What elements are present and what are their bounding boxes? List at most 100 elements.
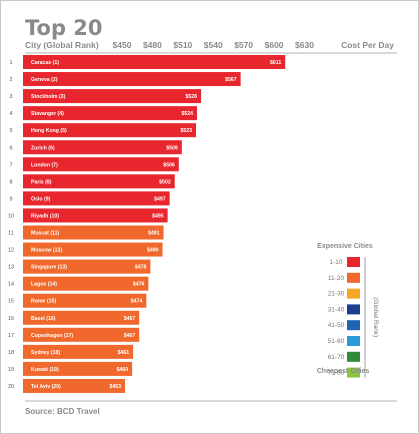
- legend-item-label: 51-60: [328, 338, 345, 345]
- bar-city-label: Muscat (11): [31, 231, 60, 237]
- value-tick-label: $540: [204, 40, 223, 50]
- bar-value-label: $461: [118, 350, 130, 356]
- bar-city-label: Caracas (1): [31, 60, 59, 66]
- bar: [23, 242, 163, 257]
- chart-title: Top 20: [25, 16, 103, 40]
- bar: [23, 378, 126, 393]
- bar-city-label: Basel (16): [31, 316, 56, 322]
- bars: 1 Caracas (1) $611 2 Geneva (2) $567 3 Stockhol…: [8, 55, 286, 393]
- bar: [23, 174, 175, 189]
- legend-swatch: [347, 272, 360, 283]
- legend-item-label: 61-70: [328, 354, 345, 361]
- bar: [23, 310, 140, 325]
- bar-city-label: Sydney (18): [31, 350, 60, 356]
- bar: [23, 89, 202, 104]
- rank-label: 2: [9, 77, 12, 83]
- bar-value-label: $509: [166, 145, 178, 151]
- rank-label: 15: [8, 299, 14, 305]
- rank-label: 11: [8, 231, 14, 237]
- legend-swatch: [347, 257, 360, 267]
- rank-label: 8: [9, 179, 12, 185]
- bar-value-label: $495: [152, 213, 164, 219]
- bar: [23, 191, 170, 206]
- bar: [23, 361, 133, 376]
- legend-swatch: [347, 320, 360, 331]
- legend-item-label: 1-10: [329, 259, 342, 266]
- bar-value-label: $567: [225, 77, 237, 83]
- bar: [23, 72, 241, 87]
- value-tick-label: $480: [143, 40, 162, 50]
- legend: Expensive Cities 1-10 11-20 21-30 31-40 41-50…: [317, 243, 379, 378]
- rank-label: 19: [8, 367, 14, 373]
- bar-value-label: $611: [270, 60, 281, 66]
- bar-city-label: Tel Aviv (20): [31, 384, 61, 390]
- bar-city-label: Moscow (12): [31, 248, 62, 254]
- legend-item-label: 31-40: [328, 306, 345, 313]
- rank-label: 6: [9, 145, 12, 151]
- legend-swatch: [347, 288, 360, 299]
- bar-city-label: Hong Kong (5): [31, 128, 67, 134]
- bar-city-label: Oslo (9): [31, 196, 51, 202]
- bar-city-label: Copenhagen (17): [31, 333, 73, 339]
- value-tick-label: $630: [295, 40, 314, 50]
- bar-city-label: Singapore (13): [31, 265, 67, 271]
- bar-city-label: Rome (15): [31, 299, 56, 305]
- bar: [23, 123, 197, 138]
- bar-value-label: $502: [159, 179, 171, 185]
- bar: [23, 259, 151, 274]
- bar-city-label: Stockholm (3): [31, 94, 66, 100]
- value-tick-label: $510: [173, 40, 192, 50]
- legend-item-label: 71-80: [328, 370, 345, 377]
- bar: [23, 276, 149, 291]
- bar: [23, 106, 198, 121]
- bar-value-label: $523: [180, 128, 192, 134]
- rank-label: 14: [8, 282, 14, 288]
- bar: [23, 225, 164, 240]
- value-axis-label: Cost Per Day: [341, 40, 394, 50]
- legend-swatch: [347, 351, 360, 362]
- rank-label: 13: [8, 265, 14, 271]
- bar-value-label: $490: [147, 248, 159, 254]
- rank-label: 3: [9, 94, 12, 100]
- rank-label: 4: [9, 111, 12, 117]
- bar-value-label: $476: [133, 282, 145, 288]
- bar-value-label: $478: [135, 265, 147, 271]
- bar-value-label: $491: [148, 231, 160, 237]
- legend-bottom-label: Cheapest Cities: [317, 368, 370, 375]
- legend-swatch: [347, 304, 360, 315]
- bar: [23, 157, 179, 172]
- value-tick-labels: $450 $480 $510 $540 $570 $600 $630: [113, 40, 315, 50]
- bar-city-label: Lagos (14): [31, 282, 57, 288]
- rank-label: 12: [8, 248, 14, 254]
- bar-city-label: Riyadh (10): [31, 213, 59, 219]
- bar-city-label: Kuwait (19): [31, 367, 59, 373]
- bar-value-label: $467: [124, 316, 136, 322]
- rank-label: 16: [8, 316, 14, 322]
- value-tick-label: $450: [113, 40, 132, 50]
- legend-item-label: 21-30: [328, 291, 345, 298]
- rank-label: 7: [9, 162, 12, 168]
- bar-value-label: $524: [181, 111, 193, 117]
- bar-city-label: Zurich (6): [31, 145, 55, 151]
- rank-label: 9: [9, 196, 12, 202]
- bar-city-label: Geneva (2): [31, 77, 58, 83]
- legend-swatch: [347, 336, 360, 346]
- category-axis-label: City (Global Rank): [25, 40, 99, 50]
- value-tick-label: $600: [265, 40, 284, 50]
- bar: [23, 293, 147, 308]
- bar-value-label: $460: [117, 367, 129, 373]
- bar-value-label: $467: [124, 333, 136, 339]
- rank-label: 1: [9, 60, 12, 66]
- legend-item-label: 41-50: [328, 322, 345, 329]
- source-note: Source: BCD Travel: [25, 407, 100, 416]
- rank-label: 17: [8, 333, 14, 339]
- bar-value-label: $453: [109, 384, 121, 390]
- bar: [23, 344, 134, 359]
- bar-value-label: $506: [163, 162, 175, 168]
- legend-swatch: [347, 367, 360, 378]
- rank-label: 10: [8, 213, 14, 219]
- bar-value-label: $497: [154, 196, 166, 202]
- rank-label: 20: [8, 384, 14, 390]
